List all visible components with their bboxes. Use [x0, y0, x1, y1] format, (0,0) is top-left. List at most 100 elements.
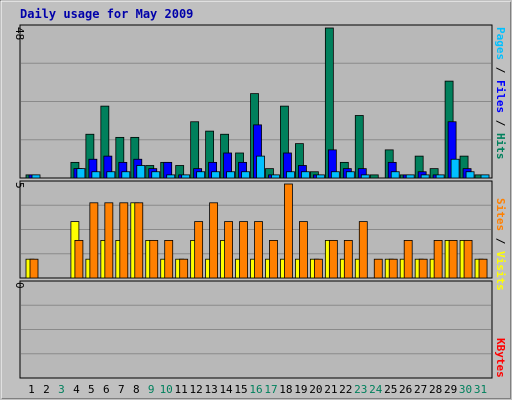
day-label: 9 — [148, 383, 155, 396]
middle-axis-label: Sites / Visits — [494, 198, 507, 291]
sites-bar — [119, 202, 129, 279]
sites-bar — [463, 239, 473, 279]
sites-bar — [388, 258, 398, 279]
sites-bar — [29, 258, 39, 279]
sites-bar — [104, 202, 114, 279]
pages-bar — [136, 165, 146, 179]
sites-bar — [74, 239, 84, 279]
pages-bar — [226, 171, 235, 179]
day-label: 25 — [384, 383, 397, 396]
day-label: 18 — [279, 383, 292, 396]
day-label: 4 — [73, 383, 80, 396]
pages-bar — [345, 171, 355, 179]
pages-bar — [76, 168, 86, 179]
day-label: 31 — [474, 383, 487, 396]
day-label: 12 — [190, 383, 203, 396]
day-label: 7 — [118, 383, 125, 396]
day-label: 6 — [103, 383, 110, 396]
sites-bar — [418, 258, 428, 279]
sites-bar — [269, 239, 278, 279]
pages-bar — [390, 171, 400, 179]
axis-label-part: Sites — [494, 198, 507, 231]
day-label: 22 — [339, 383, 352, 396]
day-label: 24 — [369, 383, 383, 396]
sites-bar — [373, 258, 383, 279]
sites-bar — [179, 258, 189, 279]
pages-bar — [271, 174, 280, 179]
sites-bar — [209, 202, 219, 279]
sites-bar — [149, 239, 159, 279]
top-axis-label: Pages / Files / Hits — [494, 27, 507, 160]
pages-bar — [360, 174, 370, 179]
sites-bar — [343, 239, 353, 279]
sites-bar — [89, 202, 99, 279]
pages-bar — [465, 171, 475, 179]
pages-bar — [256, 155, 265, 179]
pages-bar — [211, 171, 221, 179]
axis-label-part: / — [494, 113, 507, 133]
sites-bar — [194, 221, 204, 279]
day-label: 19 — [294, 383, 307, 396]
pages-bar — [450, 158, 460, 179]
sites-bar — [403, 239, 413, 279]
top-ymax-label: 48 — [13, 27, 26, 40]
bottom-axis-label: KBytes — [494, 338, 507, 378]
day-label: 16 — [249, 383, 262, 396]
sites-bar — [328, 239, 338, 279]
pages-bar — [405, 174, 415, 179]
day-label: 15 — [234, 383, 247, 396]
day-label: 23 — [354, 383, 367, 396]
axis-label-part: Files — [494, 80, 507, 113]
day-label: 1 — [28, 383, 35, 396]
axis-label-part: Hits — [494, 133, 507, 160]
sites-bar — [478, 258, 488, 279]
axis-label-part: / — [494, 231, 507, 251]
sites-bar — [254, 221, 263, 279]
axis-label-part: Pages — [494, 27, 507, 60]
day-label: 14 — [219, 383, 233, 396]
day-label: 17 — [264, 383, 277, 396]
sites-bar — [284, 183, 293, 279]
day-label: 28 — [429, 383, 442, 396]
pages-bar — [286, 171, 295, 179]
day-label: 3 — [58, 383, 65, 396]
day-label: 10 — [160, 383, 173, 396]
day-label: 8 — [133, 383, 140, 396]
bars — [25, 27, 490, 279]
pages-bar — [196, 171, 206, 179]
day-label: 26 — [399, 383, 412, 396]
pages-bar — [181, 174, 191, 179]
sites-bar — [224, 221, 233, 279]
day-label: 21 — [324, 383, 337, 396]
sites-bar — [448, 239, 458, 279]
sites-bar — [433, 239, 443, 279]
pages-bar — [241, 171, 250, 179]
bottom-ymax-label: 0 — [13, 282, 26, 289]
pages-bar — [420, 174, 430, 179]
axis-label-part: Visits — [494, 251, 507, 291]
pages-bar — [31, 174, 41, 179]
day-label: 13 — [204, 383, 217, 396]
day-labels: 1 2 3 4 5 6 7 8 9 10 11 12 13 14 15 16 17 18 19 20 21 22 23 24 2… — [28, 383, 487, 396]
sites-bar — [299, 221, 308, 279]
day-label: 5 — [88, 383, 95, 396]
day-label: 11 — [175, 383, 188, 396]
axis-label-part: KBytes — [494, 338, 507, 378]
sites-bar — [164, 239, 174, 279]
pages-bar — [106, 171, 116, 179]
pages-bar — [435, 174, 445, 179]
day-label: 20 — [309, 383, 322, 396]
pages-bar — [480, 174, 490, 179]
pages-bar — [301, 171, 310, 179]
middle-ymax-label: 5 — [13, 182, 26, 189]
sites-bar — [313, 258, 323, 279]
day-label: 27 — [414, 383, 427, 396]
pages-bar — [121, 171, 131, 179]
pages-bar — [166, 174, 176, 179]
sites-bar — [134, 202, 144, 279]
sites-bar — [239, 221, 248, 279]
axis-label-part: / — [494, 60, 507, 80]
pages-bar — [315, 174, 325, 179]
pages-bar — [151, 171, 161, 179]
